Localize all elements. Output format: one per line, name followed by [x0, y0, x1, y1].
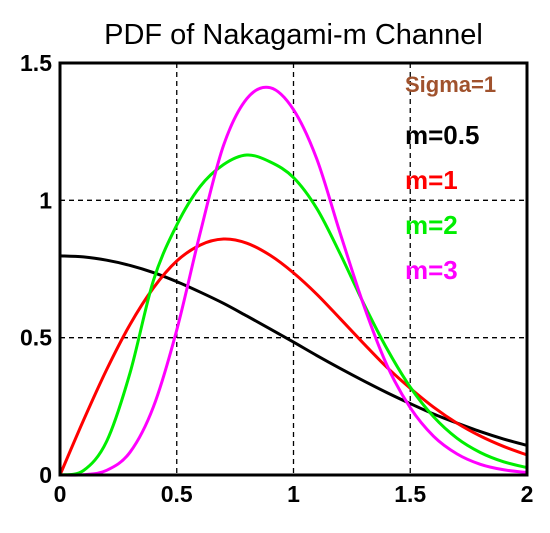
- axis-tick-labels: 0 0.5 1 1.5 2 0 0.5 1 1.5: [20, 50, 533, 507]
- x-tick-label: 0.5: [161, 481, 193, 507]
- y-tick-label: 0: [39, 462, 52, 488]
- annotation-sigma: Sigma=1: [405, 72, 496, 97]
- series-lines: [58, 85, 528, 477]
- legend-entry-m-0-5: m=0.5: [405, 120, 479, 150]
- legend-entry-m-2: m=2: [405, 210, 458, 240]
- chart-title: PDF of Nakagami-m Channel: [104, 19, 483, 51]
- y-tick-label: 1.5: [20, 50, 52, 76]
- x-tick-label: 0: [54, 481, 67, 507]
- x-tick-label: 1.5: [394, 481, 426, 507]
- series-line-m-1: [58, 237, 528, 476]
- plot-frame: [58, 61, 529, 477]
- legend-entry-m-1: m=1: [405, 165, 458, 195]
- series-line-m-2: [59, 153, 528, 477]
- legend: Sigma=1 m=0.5 m=1 m=2 m=3: [405, 72, 496, 285]
- legend-entry-m-3: m=3: [405, 255, 458, 285]
- x-tick-label: 2: [521, 481, 534, 507]
- y-tick-label: 0.5: [20, 325, 52, 351]
- y-tick-label: 1: [39, 187, 52, 213]
- series-line-m-3: [59, 85, 528, 477]
- x-tick-label: 1: [287, 481, 300, 507]
